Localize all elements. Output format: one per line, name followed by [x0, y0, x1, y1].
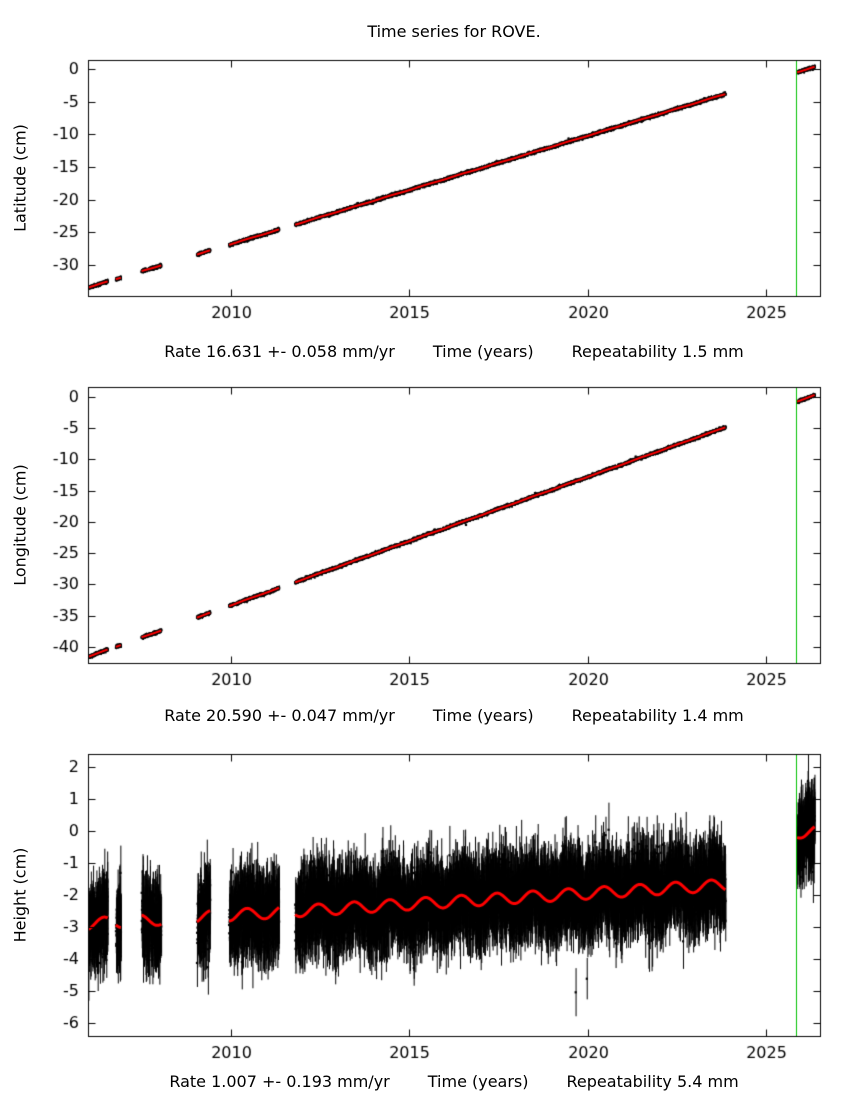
height-plot-canvas [0, 740, 850, 1074]
height-rate-label: Rate 1.007 +- 0.193 mm/yr [169, 1072, 390, 1091]
latitude-repeatability-label: Repeatability 1.5 mm [571, 342, 744, 361]
height-repeatability-label: Repeatability 5.4 mm [566, 1072, 739, 1091]
longitude-repeatability-label: Repeatability 1.4 mm [571, 706, 744, 725]
height-xaxis-label: Time (years) [427, 1072, 529, 1091]
latitude-plot-canvas [0, 48, 850, 348]
longitude-plot-canvas [0, 372, 850, 702]
chart-title: Time series for ROVE. [367, 22, 541, 41]
longitude-xaxis-label: Time (years) [432, 706, 534, 725]
latitude-rate-label: Rate 16.631 +- 0.058 mm/yr [164, 342, 395, 361]
latitude-caption-row: Rate 16.631 +- 0.058 mm/yr Time (years) … [88, 342, 820, 361]
longitude-caption-row: Rate 20.590 +- 0.047 mm/yr Time (years) … [88, 706, 820, 725]
longitude-rate-label: Rate 20.590 +- 0.047 mm/yr [164, 706, 395, 725]
height-caption-row: Rate 1.007 +- 0.193 mm/yr Time (years) R… [88, 1072, 820, 1091]
latitude-xaxis-label: Time (years) [432, 342, 534, 361]
